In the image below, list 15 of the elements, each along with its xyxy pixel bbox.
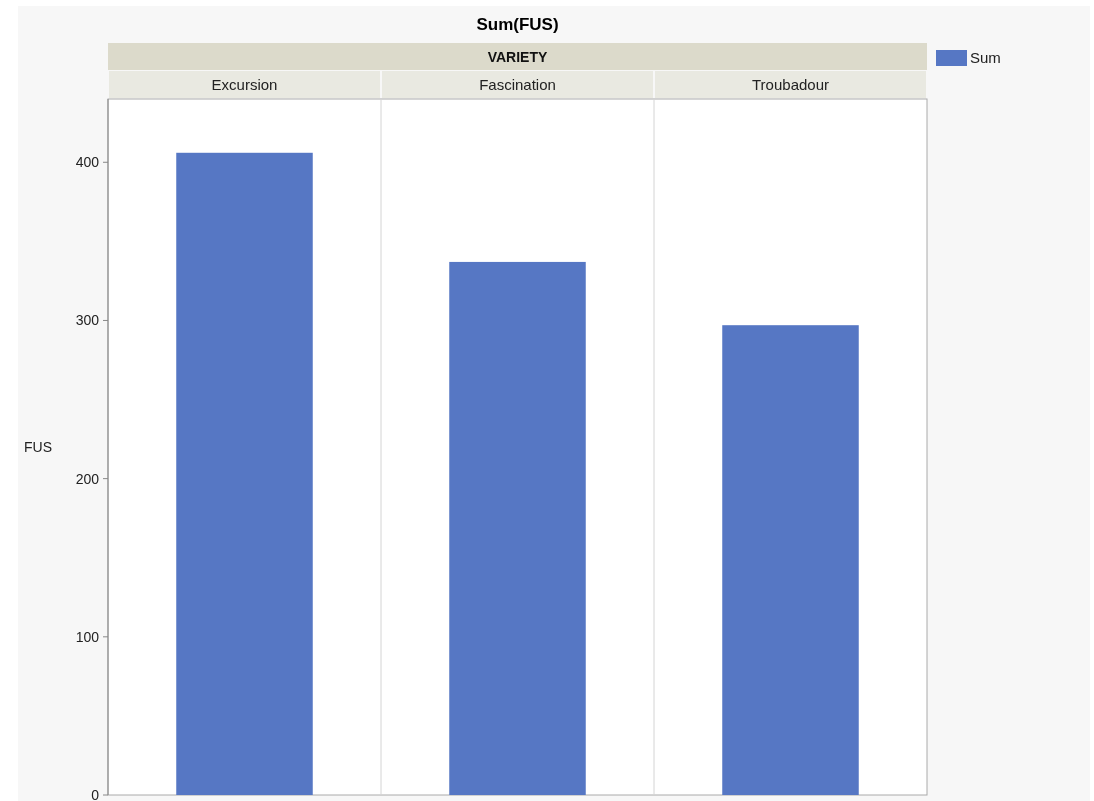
y-tick-label: 0 — [91, 786, 100, 801]
y-tick-label: 400 — [75, 154, 100, 171]
y-tick-label: 300 — [75, 312, 100, 329]
x-tick-label: Excursion — [211, 76, 278, 93]
x-tick-label: Troubadour — [752, 76, 829, 93]
y-tick-label: 100 — [75, 628, 100, 645]
y-axis-title: FUS — [24, 439, 52, 455]
x-axis-title: VARIETY — [487, 49, 548, 65]
legend-label: Sum — [970, 49, 1001, 67]
y-tick-label: 200 — [75, 470, 100, 487]
bar — [176, 152, 313, 795]
chart-title: Sum(FUS) — [476, 15, 559, 34]
x-tick-label: Fascination — [479, 76, 556, 93]
bar — [449, 261, 586, 795]
bar — [722, 325, 859, 795]
